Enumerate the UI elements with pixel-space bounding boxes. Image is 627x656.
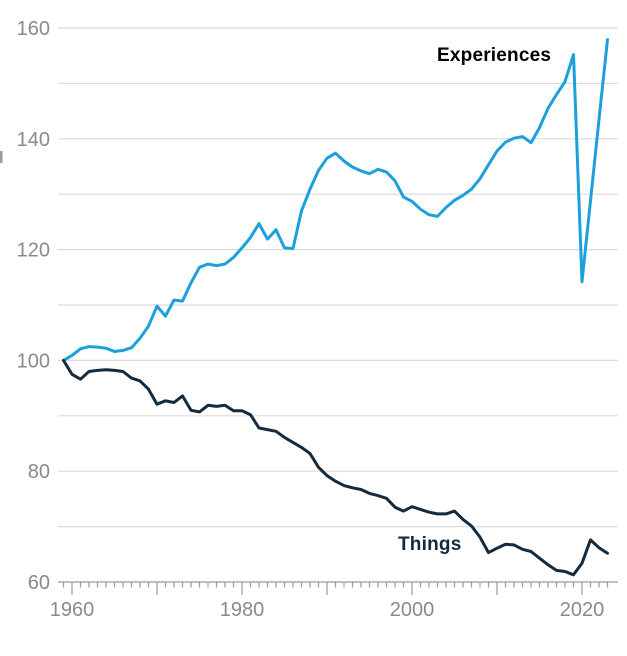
experiences-series-label: Experiences [437,45,552,66]
y-tick-label-140: 140 [17,129,50,151]
y-tick-label-160: 160 [17,18,50,40]
y-tick-label-120: 120 [17,240,50,262]
x-tick-label-2000: 2000 [390,599,435,621]
y-tick-label-100: 100 [17,350,50,372]
x-tick-label-2020: 2020 [560,599,605,621]
y-axis-title-fragment [0,151,3,163]
series-line-things [62,358,609,577]
x-tick-label-1980: 1980 [220,599,265,621]
y-tick-label-60: 60 [28,572,50,594]
y-tick-label-80: 80 [28,461,50,483]
things-series-label: Things [398,534,462,555]
series-line-experiences [62,38,609,362]
x-tick-label-1960: 1960 [50,599,95,621]
